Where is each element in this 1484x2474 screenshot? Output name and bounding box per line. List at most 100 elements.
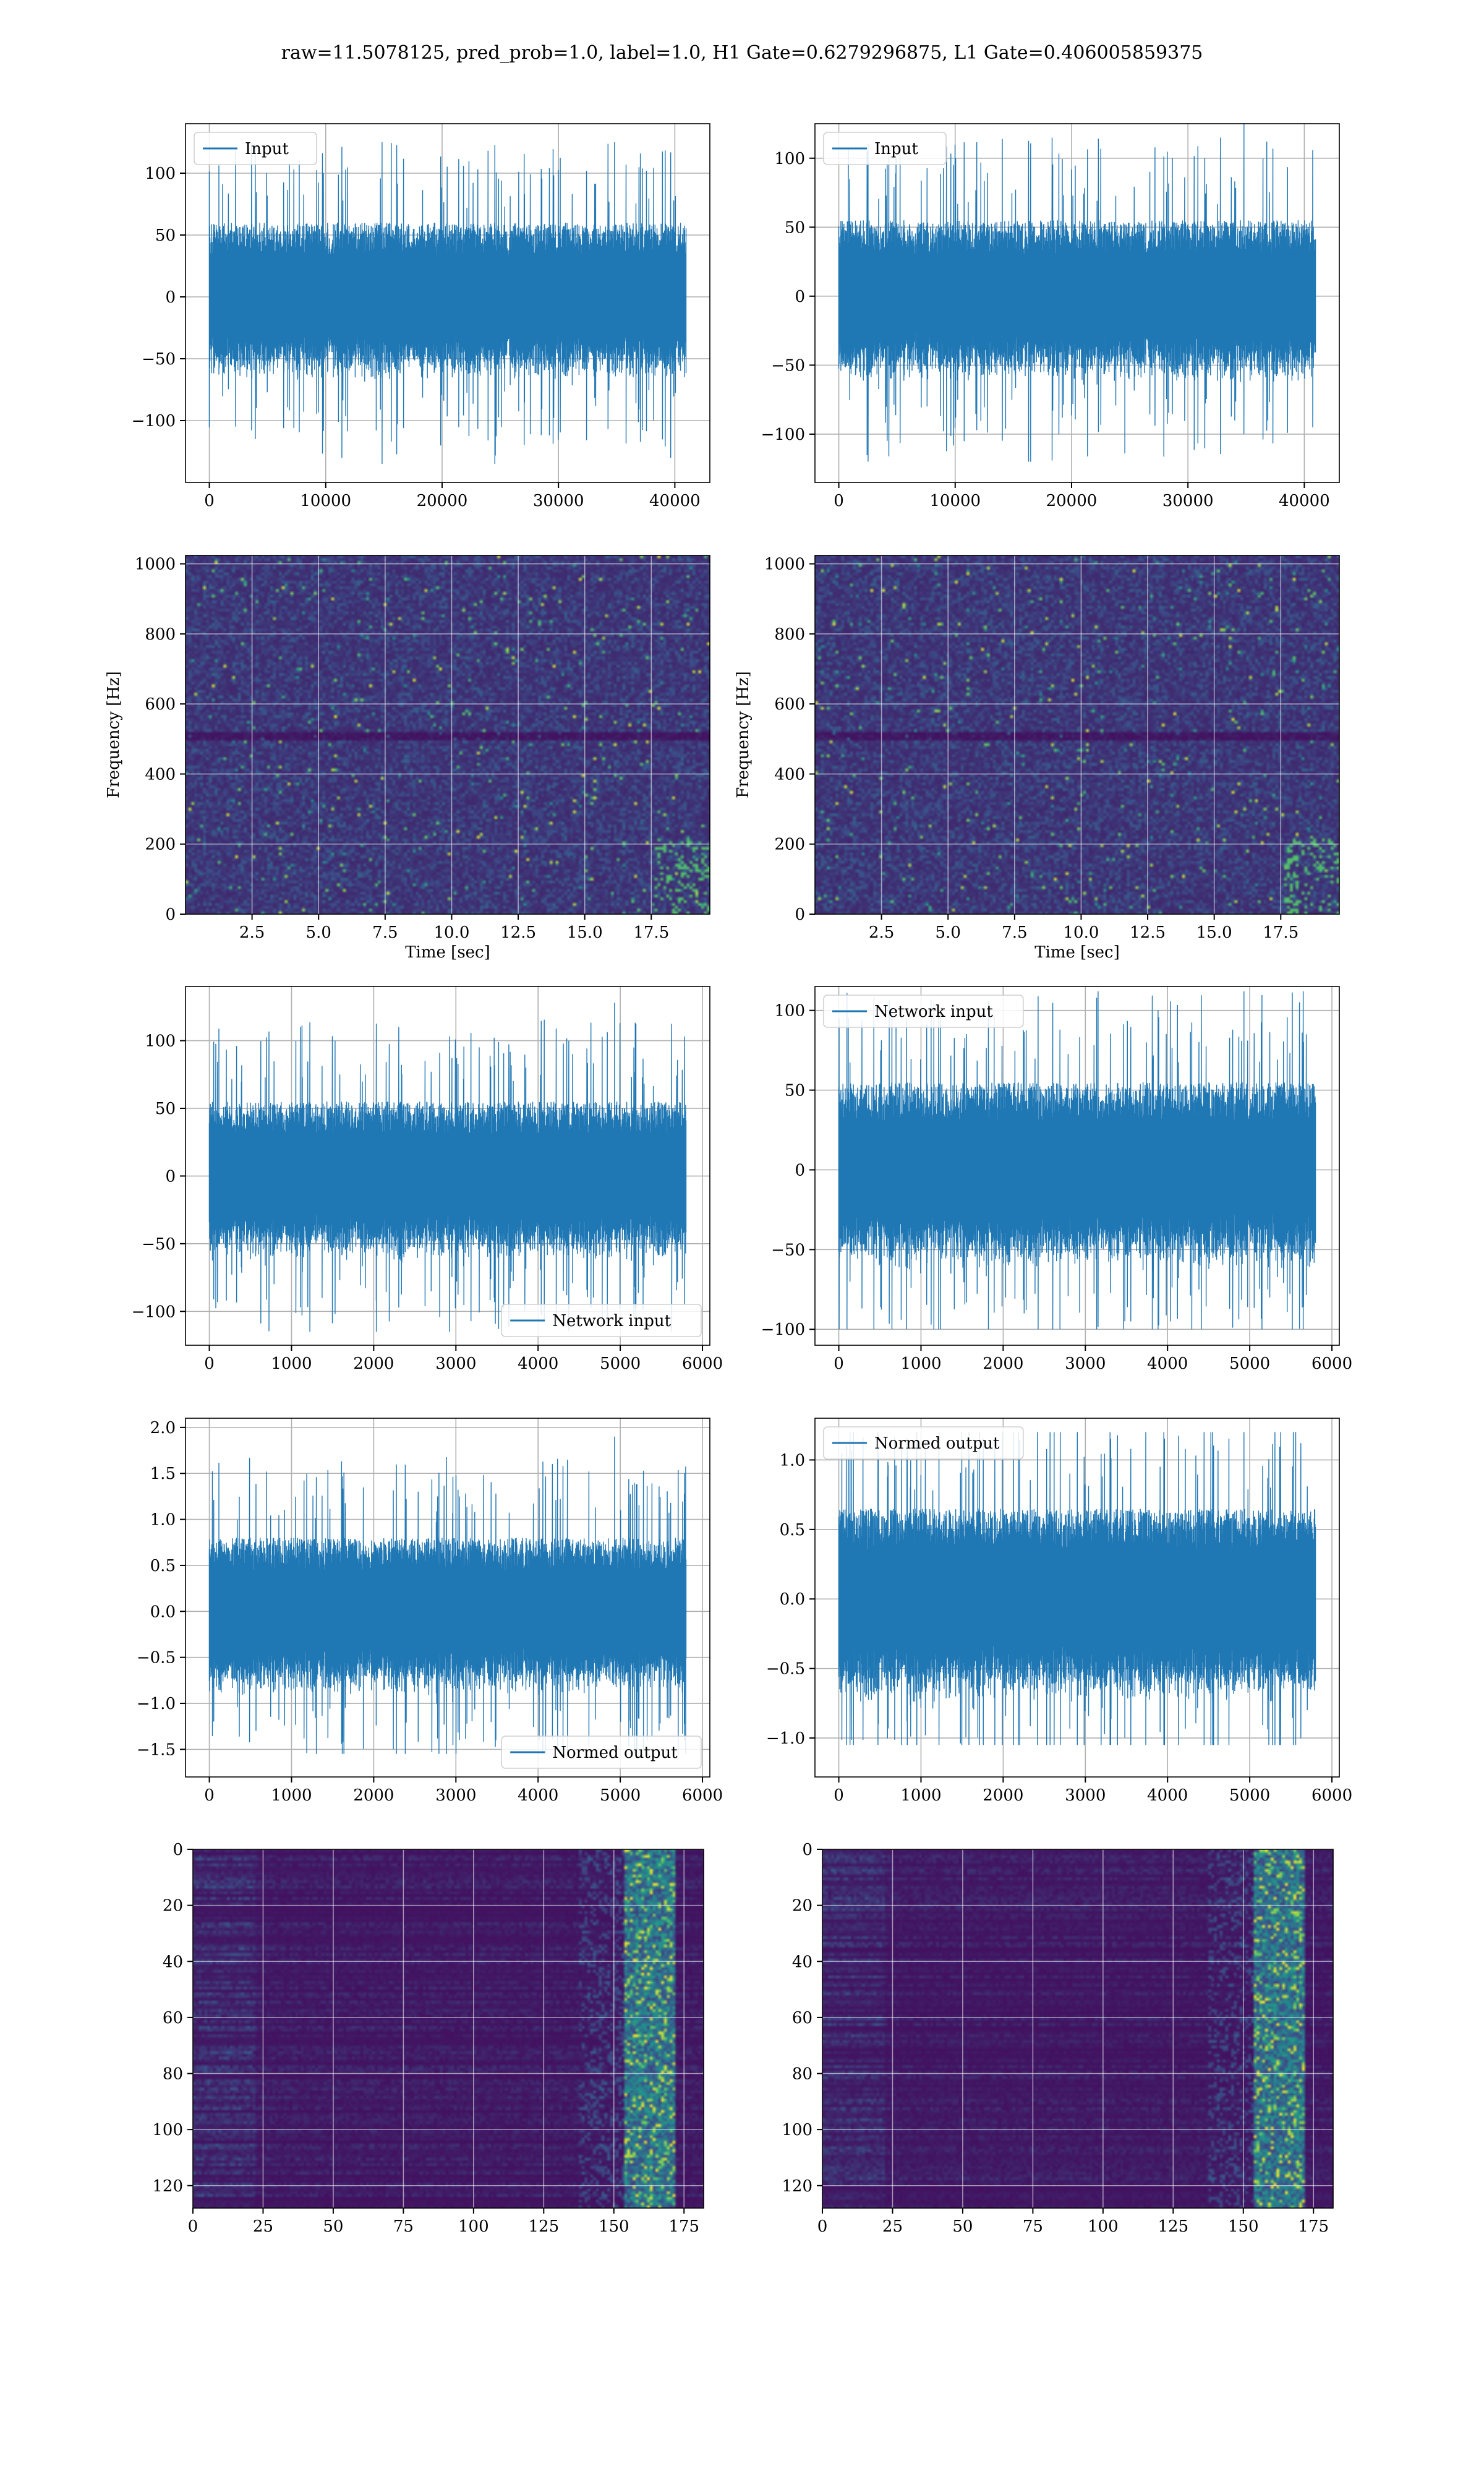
y-axis-label: Frequency [Hz]	[734, 671, 753, 798]
y-tick-label: −50	[771, 356, 805, 375]
x-tick-label: 150	[599, 2217, 629, 2236]
y-tick-label: 50	[785, 218, 805, 237]
legend-frame	[501, 1304, 702, 1337]
axes-frame	[814, 1418, 1340, 1778]
x-tick-label: 3000	[435, 1786, 476, 1805]
y-tick-label: −100	[132, 412, 176, 430]
heatmap-image	[193, 1849, 704, 2208]
y-tick-label: 200	[774, 836, 805, 854]
y-tick-label: 0.5	[780, 1521, 805, 1539]
h1-network-input-axes: 0 1000 2000 3000 4000 5000 6000 −100 −50 0 50 100 Ne…	[132, 986, 723, 1373]
legend-label: Normed output	[552, 1744, 678, 1762]
y-tick-label: 0	[165, 1167, 176, 1186]
y-tick-label: 0.5	[150, 1557, 176, 1575]
x-tick-label: 100	[1088, 2217, 1119, 2236]
axes-frame	[814, 555, 1340, 915]
y-tick-label: 1000	[135, 555, 176, 574]
x-tick-label: 6000	[682, 1786, 723, 1805]
x-tick-label: 10.0	[1064, 923, 1099, 942]
y-tick-label: 20	[163, 1897, 183, 1915]
axes-frame	[185, 123, 710, 483]
legend-frame	[194, 132, 317, 165]
series-line	[208, 142, 687, 464]
y-tick-label: 100	[145, 1032, 176, 1051]
x-tick-label: 15.0	[567, 923, 603, 942]
x-tick-label: 10000	[929, 492, 981, 510]
x-tick-label: 1000	[271, 1786, 312, 1805]
y-tick-label: −1.0	[766, 1729, 805, 1748]
x-tick-label: 5.0	[306, 923, 331, 942]
x-tick-label: 3000	[1065, 1786, 1106, 1805]
x-tick-label: 2000	[353, 1786, 394, 1805]
y-tick-label: 400	[774, 765, 805, 784]
series-line	[208, 1436, 687, 1754]
x-tick-label: 0	[204, 1355, 215, 1373]
y-tick-label: 100	[152, 2121, 183, 2139]
y-tick-label: 1.5	[150, 1465, 176, 1483]
x-tick-label: 5000	[600, 1786, 641, 1805]
y-tick-label: 120	[782, 2177, 812, 2196]
legend-frame	[823, 132, 947, 165]
x-tick-label: 0	[204, 492, 215, 510]
x-tick-label: 0	[188, 2217, 198, 2236]
x-tick-label: 30000	[1162, 492, 1214, 510]
legend-label: Network input	[552, 1312, 671, 1330]
x-tick-label: 4000	[518, 1786, 558, 1805]
y-tick-label: −50	[142, 350, 176, 369]
x-tick-label: 20000	[417, 492, 468, 510]
y-tick-label: 600	[774, 695, 805, 714]
x-tick-label: 6000	[682, 1355, 723, 1373]
x-tick-label: 4000	[1147, 1786, 1188, 1805]
x-tick-label: 5000	[1229, 1786, 1270, 1805]
axes-frame	[814, 986, 1340, 1346]
heatmap-image	[186, 555, 710, 914]
x-tick-label: 50	[952, 2217, 973, 2236]
y-tick-label: 800	[145, 625, 176, 644]
y-tick-label: 60	[792, 2009, 812, 2027]
x-tick-label: 12.5	[500, 923, 536, 942]
x-tick-label: 175	[1298, 2217, 1329, 2236]
y-tick-label: 0.0	[780, 1590, 805, 1609]
x-tick-label: 7.5	[1002, 923, 1027, 942]
y-tick-label: 0	[795, 288, 805, 306]
x-tick-label: 40000	[1279, 492, 1330, 510]
y-tick-label: −1.0	[137, 1695, 176, 1713]
series-line	[838, 124, 1316, 462]
y-tick-label: 100	[774, 150, 805, 168]
x-axis-label: Time [sec]	[1034, 943, 1120, 962]
axes-frame	[192, 1849, 704, 2209]
y-tick-label: 40	[792, 1953, 812, 1971]
y-tick-label: 0	[802, 1841, 812, 1859]
y-tick-label: 600	[145, 695, 176, 714]
x-tick-label: 3000	[435, 1355, 476, 1373]
legend-label: Network input	[874, 1003, 993, 1021]
x-tick-label: 0	[834, 492, 844, 510]
legend-frame	[823, 1426, 1024, 1460]
y-tick-label: 80	[163, 2065, 183, 2084]
y-tick-label: −50	[771, 1241, 805, 1259]
y-tick-label: 80	[792, 2065, 812, 2084]
x-tick-label: 75	[1023, 2217, 1043, 2236]
legend: Input	[194, 132, 317, 165]
x-tick-label: 2000	[353, 1355, 394, 1373]
legend: Network input	[823, 995, 1024, 1028]
l1-normed-output-axes: 0 1000 2000 3000 4000 5000 6000 −1.0 −0.5 0.0 0.5 1…	[766, 1418, 1352, 1805]
x-tick-label: 125	[1158, 2217, 1188, 2236]
legend-label: Input	[245, 140, 289, 158]
h1-spectrogram-axes: 2.5 5.0 7.5 10.0 12.5 15.0 17.5 0 200 400 600 800 10…	[104, 555, 710, 962]
axes-frame	[185, 1418, 710, 1778]
y-tick-label: 0	[165, 288, 176, 307]
x-tick-label: 5000	[1229, 1355, 1270, 1373]
y-tick-label: 0	[795, 905, 805, 924]
x-tick-label: 1000	[900, 1355, 941, 1373]
x-tick-label: 4000	[1147, 1355, 1188, 1373]
x-tick-label: 2000	[983, 1786, 1023, 1805]
y-tick-label: −100	[132, 1303, 176, 1321]
x-tick-label: 6000	[1311, 1355, 1352, 1373]
x-tick-label: 5.0	[936, 923, 961, 942]
y-tick-label: 50	[785, 1082, 805, 1100]
legend-frame	[823, 995, 1024, 1028]
h1-input-axes: 0 10000 20000 30000 40000 −100 −50 0 50 100 Input	[132, 123, 710, 510]
x-tick-label: 100	[458, 2217, 489, 2236]
x-tick-label: 30000	[533, 492, 584, 510]
